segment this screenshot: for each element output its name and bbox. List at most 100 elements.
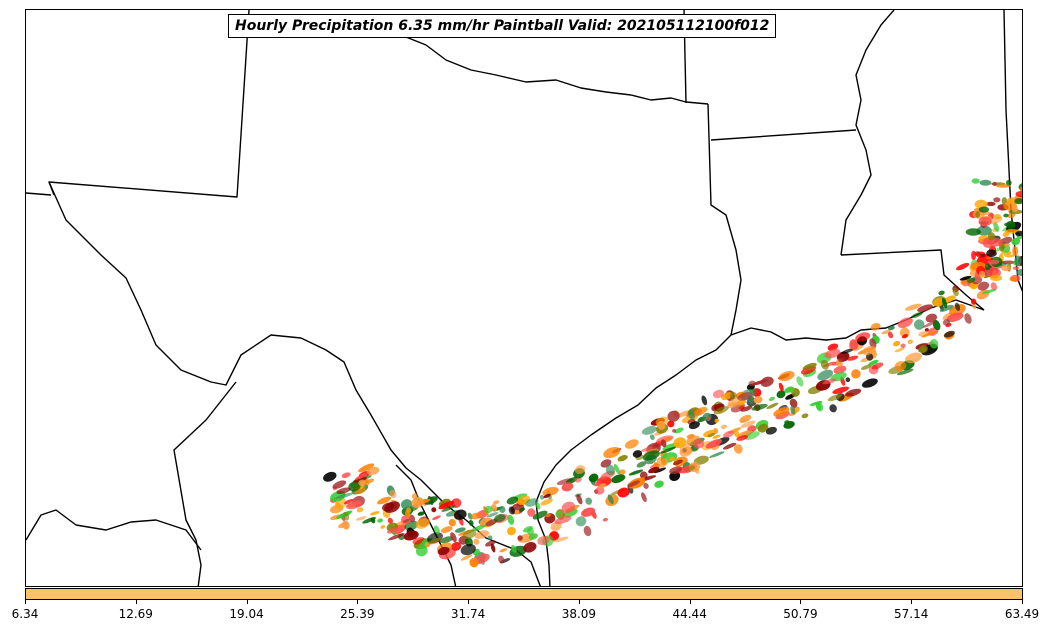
precip-blob [432,515,441,521]
precip-blob [924,328,929,332]
precip-blob [511,544,517,553]
precip-blob [943,330,955,338]
precip-blob [486,512,499,518]
precip-blob [706,416,711,421]
precip-blob [862,345,876,356]
precip-blob [400,499,413,510]
precip-blob [1012,266,1020,271]
precipitation-paintball-layer [323,178,1022,568]
precip-blob [868,359,879,366]
map-canvas [26,10,1022,586]
precip-blob [471,524,486,532]
precip-blob [585,497,593,505]
map-title: Hourly Precipitation 6.35 mm/hr Paintbal… [228,14,777,38]
precip-blob [388,533,405,541]
precip-blob [583,525,592,537]
precip-blob [448,519,456,527]
precip-blob [801,413,809,419]
precip-blob [624,439,639,449]
colorbar-tick-label: 50.79 [783,607,818,621]
precip-blob [996,184,1011,188]
precip-blob [1003,213,1009,218]
precip-blob [954,302,961,311]
colorbar-tick [578,600,580,604]
precip-blob [437,546,450,556]
precip-blob [428,537,442,544]
colorbar-tick-label: 63.49 [1004,607,1040,621]
precip-blob [713,406,729,415]
precip-blob [617,455,628,462]
precip-blob [901,334,909,339]
colorbar-tick-label: 25.39 [340,607,375,621]
precip-blob [355,516,367,521]
precip-blob [660,439,667,448]
mississippi-river [840,10,895,256]
precip-blob [993,197,1001,203]
precip-blob [974,199,988,209]
precip-blob [431,507,437,513]
precip-blob [377,496,392,505]
precip-blob [888,325,895,331]
precip-blob [553,536,569,543]
precip-blob [893,340,901,347]
precip-blob [636,461,647,468]
precip-blob [693,406,708,416]
colorbar-tick [246,600,248,604]
colorbar-tick [357,600,359,604]
precip-blob [657,420,666,430]
precip-blob [964,313,972,324]
precip-blob [978,270,986,278]
precip-blob [894,361,907,372]
precip-blob [358,463,375,473]
precip-blob [978,216,992,227]
precip-blob [648,466,660,474]
precip-blob [1004,222,1016,227]
colorbar-tick-label: 12.69 [118,607,153,621]
precip-blob [377,518,383,523]
precip-blob [454,509,467,520]
precip-blob [508,506,515,515]
precip-blob [595,486,605,495]
precip-blob [938,290,945,296]
precip-blob [346,500,363,510]
precip-blob [751,403,768,411]
precip-blob [693,438,705,449]
precip-blob [469,557,479,568]
precip-blob [343,498,354,505]
precip-blob [642,450,660,461]
precip-blob [335,492,354,499]
precip-blob [871,362,884,370]
colorbar-tick-label: 44.44 [672,607,707,621]
precip-blob [1019,186,1022,192]
precip-blob [1012,206,1019,212]
precip-blob [978,206,990,213]
precip-blob [603,447,621,459]
precip-blob [905,352,922,364]
precip-blob [555,511,560,518]
precip-blob [470,512,482,520]
precip-blob [605,464,615,476]
precip-blob [765,426,777,435]
precip-blob [408,514,416,523]
precip-blob [744,431,760,440]
mexico-west-coast [26,509,202,551]
precip-blob [980,253,986,258]
precip-blob [540,498,553,506]
precip-blob [451,541,462,551]
precip-blob [676,410,692,418]
precip-blob [525,498,539,507]
precip-blob [796,376,804,387]
precip-blob [778,382,784,392]
precip-blob [855,332,871,342]
precip-blob [654,480,664,488]
precip-blob [987,232,996,241]
precip-blob [979,179,992,186]
precip-blob [739,414,752,423]
precip-blob [1016,236,1022,240]
precip-blob [669,466,682,474]
colorbar-tick [911,600,913,604]
precip-blob [473,538,480,545]
precip-blob [554,515,572,525]
precip-blob [602,517,608,522]
precip-blob [753,395,763,404]
